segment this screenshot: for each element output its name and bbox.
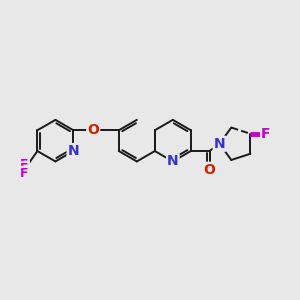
Text: F: F — [20, 158, 29, 171]
Text: N: N — [68, 144, 79, 158]
Text: F: F — [20, 162, 29, 175]
Text: O: O — [204, 163, 215, 177]
Text: F: F — [261, 127, 271, 141]
Text: F: F — [20, 167, 29, 180]
Text: N: N — [167, 154, 178, 168]
Text: O: O — [87, 123, 99, 137]
Text: N: N — [214, 137, 225, 151]
